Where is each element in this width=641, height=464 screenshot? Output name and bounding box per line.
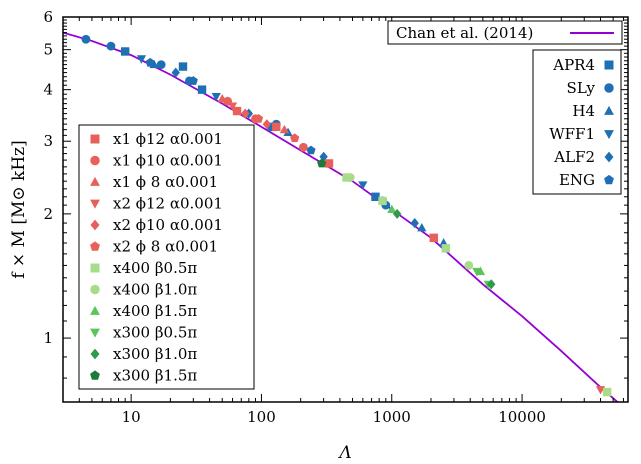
chart-axes: 10 100 1000 10000 1 2 3 4 5 6 bbox=[43, 8, 628, 426]
data-point bbox=[317, 158, 327, 168]
eos-legend-box bbox=[532, 49, 622, 195]
eos-legend-label: H4 bbox=[572, 102, 595, 120]
data-point bbox=[387, 204, 397, 214]
eos-legend-label: SLy bbox=[567, 79, 596, 97]
chart-legends: Chan et al. (2014) APR4 SLy H4 WFF1 ALF2 ENG x1… bbox=[78, 20, 623, 390]
data-point bbox=[188, 76, 198, 85]
data-point bbox=[178, 62, 188, 71]
simulation-legend-label: x1 ϕ12 α0.001 bbox=[113, 130, 223, 148]
data-point bbox=[324, 159, 334, 168]
simulation-legend-marker bbox=[90, 263, 100, 273]
data-point bbox=[106, 41, 116, 51]
data-point bbox=[120, 47, 130, 56]
simulation-legend-marker bbox=[90, 370, 100, 380]
simulation-legend-marker bbox=[90, 284, 100, 295]
data-point bbox=[392, 208, 402, 219]
data-point bbox=[290, 133, 300, 143]
eos-legend-marker bbox=[604, 83, 614, 93]
data-point bbox=[410, 218, 419, 229]
y-axis-title: f × M [M⊙ kHz] bbox=[9, 140, 29, 279]
data-point bbox=[378, 196, 387, 206]
fit-legend-box bbox=[387, 20, 623, 45]
y-tick-label: 6 bbox=[43, 8, 53, 26]
simulation-legend-label: x300 β1.0π bbox=[113, 345, 197, 363]
simulation-legend-label: x1 ϕ 8 α0.001 bbox=[113, 173, 218, 191]
eos-legend-marker bbox=[604, 130, 614, 140]
data-point bbox=[417, 223, 427, 232]
data-point bbox=[464, 261, 474, 270]
simulation-legend-label: x300 β1.5π bbox=[113, 367, 197, 385]
plot-frame bbox=[62, 16, 629, 403]
simulation-legend-marker bbox=[90, 134, 100, 144]
simulation-legend-label: x2 ϕ 8 α0.001 bbox=[113, 238, 218, 256]
fit-legend-label: Chan et al. (2014) bbox=[396, 24, 533, 42]
data-point bbox=[145, 57, 155, 67]
data-point bbox=[227, 102, 238, 111]
eos-legend-marker bbox=[604, 60, 614, 70]
data-point bbox=[240, 108, 250, 119]
eos-legend-label: APR4 bbox=[552, 56, 595, 74]
eos-legend-marker bbox=[604, 151, 614, 163]
simulation-legend-marker bbox=[90, 155, 100, 166]
data-point bbox=[371, 192, 380, 201]
simulation-legend-marker bbox=[90, 199, 100, 209]
x-tick-label: 10 bbox=[122, 408, 141, 426]
data-point bbox=[487, 279, 496, 290]
data-point bbox=[472, 267, 482, 277]
simulation-legend-marker bbox=[90, 176, 100, 186]
simulation-legend-marker bbox=[90, 305, 100, 315]
y-tick-label: 5 bbox=[43, 41, 53, 59]
simulation-legend-marker bbox=[90, 241, 100, 251]
eos-legend-label: WFF1 bbox=[549, 125, 595, 143]
data-point bbox=[441, 244, 451, 253]
y-tick-label: 3 bbox=[43, 132, 53, 150]
simulation-legend-label: x400 β1.0π bbox=[113, 281, 197, 299]
data-point bbox=[272, 122, 281, 132]
data-point bbox=[306, 145, 316, 155]
x-tick-label: 1000 bbox=[373, 408, 411, 426]
eos-legend-label: ENG bbox=[559, 171, 595, 189]
data-point bbox=[262, 119, 272, 130]
eos-legend-marker bbox=[604, 105, 614, 115]
simulation-legend-label: x400 β1.5π bbox=[113, 302, 197, 320]
data-point bbox=[232, 106, 242, 116]
simulation-legend-box bbox=[78, 124, 255, 390]
eos-legend-marker bbox=[604, 174, 614, 185]
x-tick-label: 100 bbox=[247, 408, 276, 426]
data-point bbox=[279, 124, 290, 134]
data-point bbox=[171, 67, 180, 78]
simulation-legend-label: x300 β0.5π bbox=[113, 324, 197, 342]
data-point bbox=[429, 233, 438, 243]
y-tick-label: 2 bbox=[43, 205, 53, 223]
data-point bbox=[253, 113, 264, 123]
data-point bbox=[345, 173, 355, 182]
data-point bbox=[602, 387, 612, 397]
eos-legend-label: ALF2 bbox=[553, 148, 595, 166]
y-tick-label: 1 bbox=[43, 329, 53, 347]
data-point bbox=[217, 94, 227, 103]
simulation-legend-label: x2 ϕ12 α0.001 bbox=[113, 195, 223, 213]
data-point bbox=[81, 34, 91, 44]
x-axis-title: Λ bbox=[337, 443, 351, 463]
data-point bbox=[595, 386, 606, 395]
simulation-legend-marker bbox=[90, 348, 100, 360]
x-tick-label: 10000 bbox=[498, 408, 546, 426]
chart-marks-layer bbox=[63, 31, 619, 402]
simulation-legend-marker bbox=[90, 328, 100, 338]
data-point bbox=[211, 92, 221, 102]
data-point bbox=[136, 55, 147, 64]
data-point bbox=[299, 142, 308, 152]
y-tick-label: 4 bbox=[43, 81, 53, 99]
data-point bbox=[267, 122, 276, 132]
simulation-legend-label: x2 ϕ10 α0.001 bbox=[113, 216, 223, 234]
simulation-legend-label: x1 ϕ10 α0.001 bbox=[113, 152, 223, 170]
simulation-legend-marker bbox=[90, 219, 100, 231]
data-point bbox=[197, 85, 207, 94]
data-point bbox=[156, 60, 166, 70]
simulation-legend-label: x400 β0.5π bbox=[113, 259, 197, 277]
data-point bbox=[358, 181, 368, 190]
